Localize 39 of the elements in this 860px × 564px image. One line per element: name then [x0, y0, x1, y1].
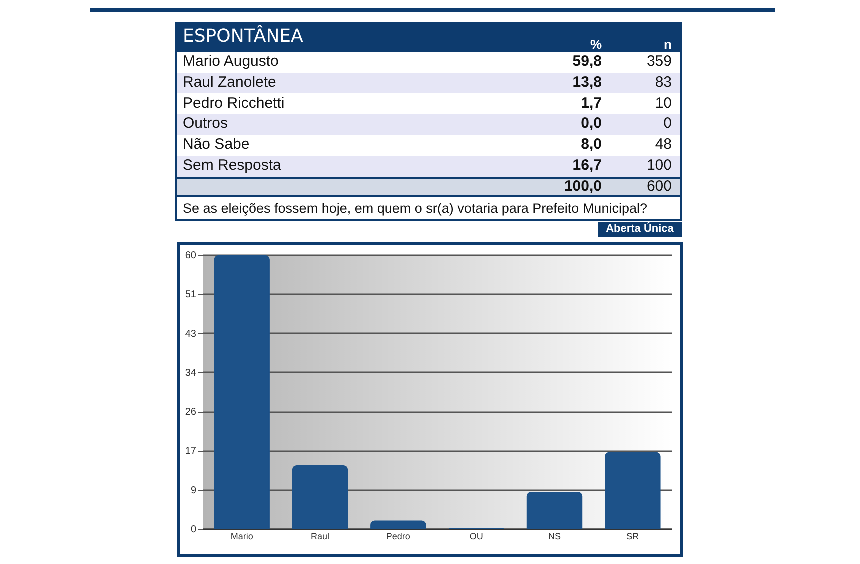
x-tick-label: NS: [548, 532, 562, 542]
data-label: 59,8: [572, 52, 602, 72]
y-tick-label: 26: [185, 407, 197, 418]
data-label: 83: [655, 72, 672, 93]
y-tick-label: 60: [185, 250, 197, 262]
x-tick-label: Mario: [230, 532, 254, 542]
data-label: 13,8: [572, 72, 602, 93]
category-label: Sem Resposta: [183, 156, 282, 176]
data-label: 48: [655, 135, 672, 156]
x-tick-label: Raul: [310, 532, 330, 542]
data-label: 8,0: [581, 135, 602, 156]
category-label: Pedro Ricchetti: [183, 94, 285, 114]
text: ESPONTÂNEA: [183, 24, 304, 49]
text: 100,0: [564, 178, 602, 195]
data-label: 359: [646, 52, 672, 72]
data-label: 1,7: [581, 94, 602, 114]
category-label: Raul Zanolete: [183, 72, 276, 93]
y-tick-label: 34: [185, 368, 197, 379]
text: n: [664, 37, 672, 52]
data-label: 0,0: [581, 114, 602, 134]
data-label: 10: [655, 94, 672, 114]
text: Se as eleições fossem hoje, em quem o sr(a) votaria para Prefeito Municipal?: [183, 200, 648, 218]
data-label: 0: [664, 114, 672, 134]
data-label: 100: [646, 156, 672, 176]
y-tick-label: 51: [185, 290, 197, 301]
y-tick-label: 43: [185, 328, 197, 340]
data-label: 16,7: [572, 156, 602, 176]
x-tick-label: OU: [470, 532, 484, 542]
x-tick-label: SR: [626, 532, 640, 542]
y-tick-label: 9: [190, 485, 197, 496]
category-label: Outros: [183, 114, 228, 134]
text: 600: [646, 178, 672, 195]
category-label: Não Sabe: [183, 135, 250, 156]
category-label: Mario Augusto: [183, 52, 279, 72]
y-tick-label: 17: [185, 446, 197, 458]
series-label: %: [590, 37, 602, 52]
y-tick-label: 0: [190, 524, 197, 536]
text: Aberta Única: [598, 222, 682, 237]
x-tick-label: Pedro: [386, 532, 410, 542]
